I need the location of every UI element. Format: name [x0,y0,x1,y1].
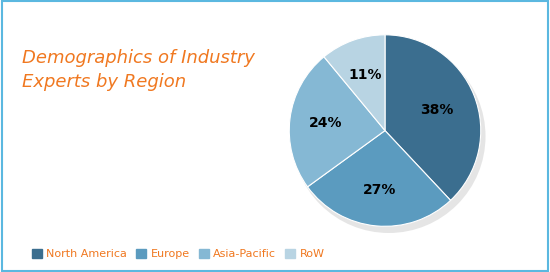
Text: 27%: 27% [363,183,396,197]
Wedge shape [289,57,385,187]
Text: Demographics of Industry
Experts by Region: Demographics of Industry Experts by Regi… [22,49,255,91]
Ellipse shape [292,40,486,233]
Text: 11%: 11% [348,68,382,82]
Text: 24%: 24% [309,116,343,130]
Legend: North America, Europe, Asia-Pacific, RoW: North America, Europe, Asia-Pacific, RoW [28,244,329,264]
Wedge shape [385,35,481,200]
Text: 38%: 38% [420,103,453,117]
Wedge shape [307,131,450,226]
Wedge shape [324,35,385,131]
